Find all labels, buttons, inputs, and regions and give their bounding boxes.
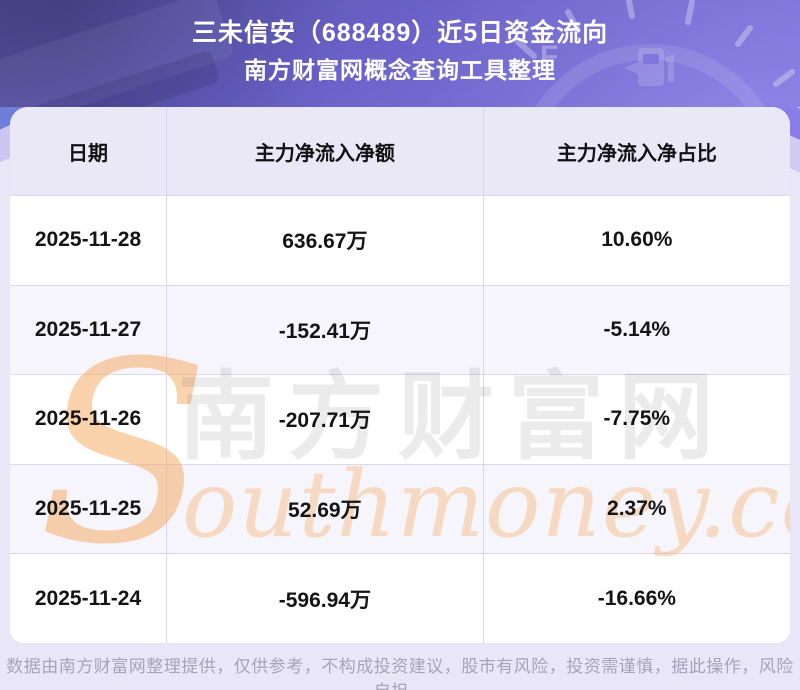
cell-ratio: 2.37%	[482, 464, 790, 554]
cell-ratio: 10.60%	[482, 196, 790, 285]
cell-date: 2025-11-25	[34, 497, 142, 521]
cell-date: 2025-11-28	[34, 228, 142, 252]
table-row: 2025-11-26 -207.71万 -7.75%	[10, 374, 790, 464]
cell-ratio: -5.14%	[482, 285, 790, 375]
table-row: 2025-11-24 -596.94万 -16.66%	[10, 553, 790, 643]
header-banner: F 三未信安（688489）近5日资金流向 南方财富网概念查询工具整理	[0, 0, 800, 107]
cell-amount: 636.67万	[166, 196, 483, 285]
cell-ratio: -16.66%	[482, 554, 790, 643]
cell-amount: -207.71万	[166, 375, 483, 464]
cell-amount: 52.69万	[166, 464, 483, 554]
disclaimer-text: 数据由南方财富网整理提供，仅供参考，不构成投资建议，股市有风险，投资需谨慎，据此…	[6, 657, 794, 690]
cell-amount: -152.41万	[166, 285, 483, 375]
cell-date: 2025-11-27	[34, 317, 142, 341]
column-header-amount: 主力净流入净额	[166, 107, 483, 195]
table-header-row: 日期 主力净流入净额 主力净流入净占比	[10, 107, 790, 195]
cell-date: 2025-11-24	[34, 586, 142, 610]
cell-amount: -596.94万	[166, 554, 483, 643]
table-row: 2025-11-28 636.67万 10.60%	[10, 195, 790, 285]
fuel-gauge-icon: F	[515, 0, 795, 107]
page-subtitle: 南方财富网概念查询工具整理	[244, 56, 556, 83]
fund-flow-table: S 南方财富网 outhmoney.com 日期 主力净流入净额 主力净流入净占…	[10, 107, 790, 643]
svg-text:F: F	[540, 40, 558, 73]
cell-ratio: -7.75%	[482, 375, 790, 464]
page-title: 三未信安（688489）近5日资金流向	[191, 19, 609, 47]
column-header-date: 日期	[68, 142, 108, 165]
header-shade-overlay	[0, 0, 800, 107]
column-header-ratio: 主力净流入净占比	[482, 107, 790, 195]
table-row: 2025-11-25 52.69万 2.37%	[10, 463, 790, 554]
table-row: 2025-11-27 -152.41万 -5.14%	[10, 284, 790, 375]
cell-date: 2025-11-26	[34, 407, 142, 431]
